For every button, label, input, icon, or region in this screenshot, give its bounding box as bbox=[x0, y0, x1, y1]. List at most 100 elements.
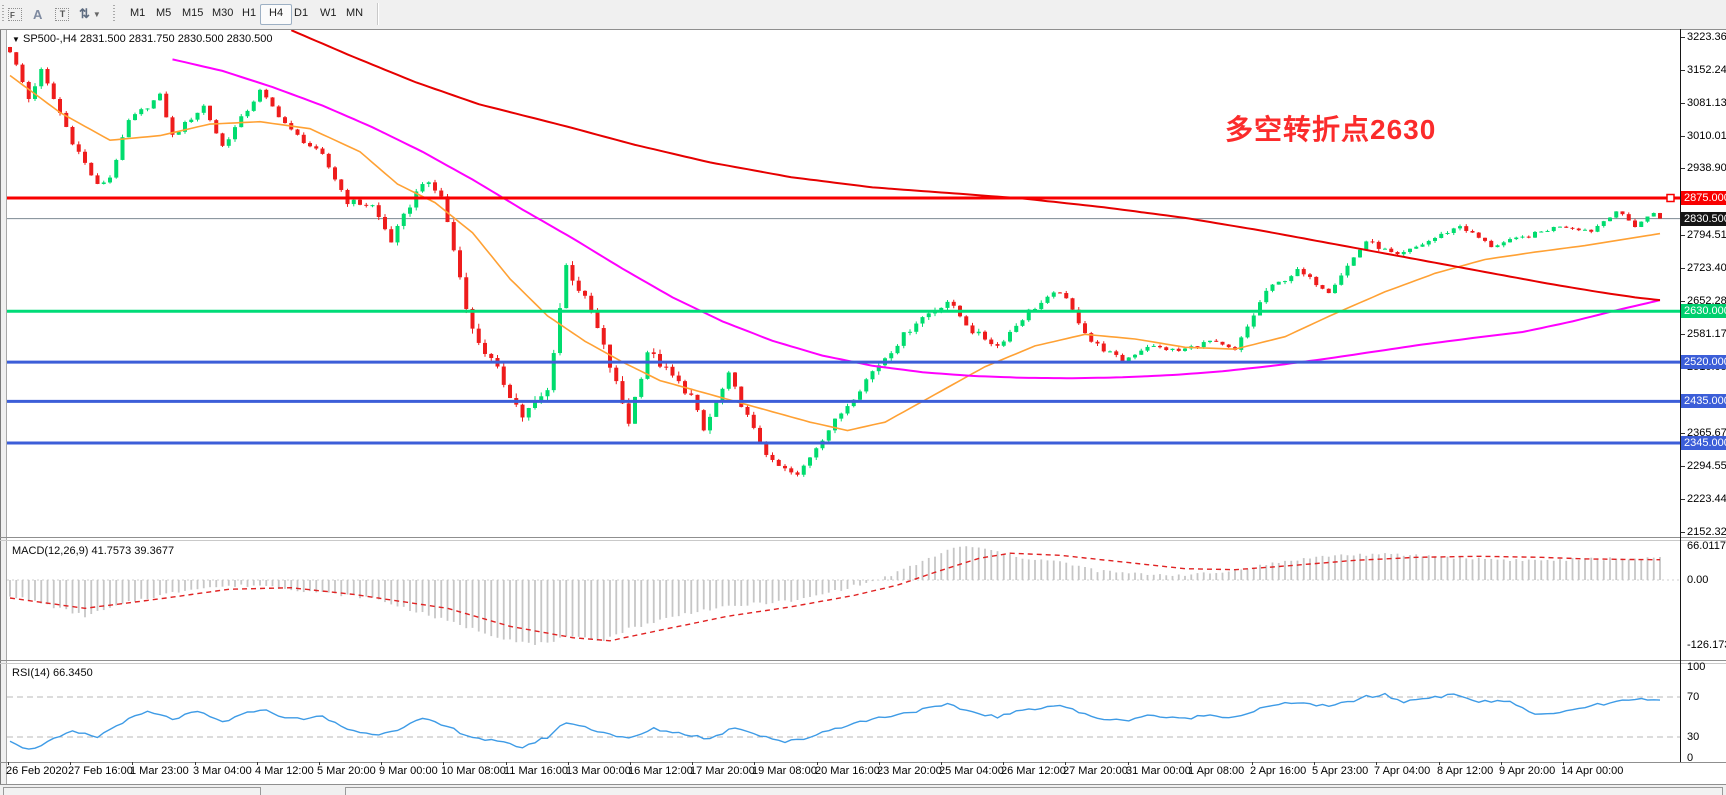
status-bar bbox=[0, 784, 1726, 795]
time-tick-label: 20 Mar 16:00 bbox=[815, 765, 880, 777]
toolbar: F A T ⇅ ▼ M1 M5 M15 M30 H1 H4 D1 W1 MN bbox=[0, 0, 1726, 30]
timeframe-button-W1[interactable]: W1 bbox=[320, 7, 337, 19]
price-tick-mark bbox=[1681, 301, 1685, 302]
time-tick-label: 5 Mar 20:00 bbox=[317, 765, 376, 777]
timeframe-button-M5[interactable]: M5 bbox=[156, 7, 172, 19]
time-tick-mark bbox=[132, 762, 133, 765]
splitter-macd-rsi[interactable] bbox=[0, 660, 1726, 661]
price-tick-label: 2223.440 bbox=[1687, 493, 1726, 505]
time-tick-label: 3 Mar 04:00 bbox=[193, 765, 252, 777]
rsi-value: 66.3450 bbox=[52, 667, 93, 679]
timeframe-button-M15[interactable]: M15 bbox=[182, 7, 204, 19]
splitter-macd-rsi-2 bbox=[0, 663, 1726, 664]
time-tick-mark bbox=[381, 762, 382, 765]
time-tick-mark bbox=[1563, 762, 1564, 765]
price-tick-label: 3223.360 bbox=[1687, 31, 1726, 43]
price-tick-mark bbox=[1681, 37, 1685, 38]
price-tick-label: 3010.015 bbox=[1687, 130, 1726, 142]
price-tag-2345.000: 2345.000 bbox=[1681, 436, 1726, 450]
rsi-name: RSI(14) bbox=[12, 667, 50, 679]
macd-label: MACD(12,26,9) 41.7573 39.3677 bbox=[12, 545, 174, 557]
price-tick-mark bbox=[1681, 466, 1685, 467]
dropdown-caret-icon[interactable]: ▼ bbox=[92, 9, 101, 19]
time-tick-label: 16 Mar 12:00 bbox=[628, 765, 693, 777]
time-tick-label: 27 Mar 20:00 bbox=[1063, 765, 1128, 777]
time-tick-label: 10 Mar 08:00 bbox=[441, 765, 506, 777]
price-tag-2830.500: 2830.500 bbox=[1681, 212, 1726, 226]
time-tick-mark bbox=[1501, 762, 1502, 765]
left-frame-line-inner bbox=[6, 29, 7, 785]
candles-layer bbox=[8, 46, 1662, 477]
toolbar-section-handle[interactable] bbox=[113, 5, 115, 23]
hline-handle-2875.000[interactable] bbox=[1666, 193, 1675, 203]
time-tick-mark bbox=[1439, 762, 1440, 765]
text-icon-glyph: A bbox=[33, 6, 43, 22]
time-tick-mark bbox=[630, 762, 631, 765]
rsi-tick-label: 0 bbox=[1687, 752, 1694, 764]
price-tick-mark bbox=[1681, 433, 1685, 434]
price-tag-2435.000: 2435.000 bbox=[1681, 394, 1726, 408]
time-tick-label: 25 Mar 04:00 bbox=[939, 765, 1004, 777]
rsi-tick-label: 70 bbox=[1687, 691, 1700, 703]
macd-name: MACD(12,26,9) bbox=[12, 545, 89, 557]
symbol-quote-line: SP500-,H4 2831.500 2831.750 2830.500 283… bbox=[22, 33, 273, 45]
time-tick-mark bbox=[195, 762, 196, 765]
price-tick-label: 2294.555 bbox=[1687, 460, 1726, 472]
left-frame-line-outer bbox=[0, 29, 1, 785]
time-tick-label: 19 Mar 08:00 bbox=[752, 765, 817, 777]
ma-mid-magenta bbox=[172, 58, 1661, 380]
time-tick-label: 2 Apr 16:00 bbox=[1250, 765, 1307, 777]
text-label-icon-glyph: T bbox=[55, 7, 69, 21]
toolbar-drag-handle[interactable] bbox=[2, 5, 4, 23]
time-tick-mark bbox=[257, 762, 258, 765]
cursor-arrows-icon[interactable]: ⇅ ▼ bbox=[79, 4, 101, 24]
time-tick-mark bbox=[879, 762, 880, 765]
timeframe-button-D1[interactable]: D1 bbox=[294, 7, 309, 19]
time-tick-label: 5 Apr 23:00 bbox=[1312, 765, 1369, 777]
timeframe-button-MN[interactable]: MN bbox=[346, 7, 364, 19]
price-tick-label: 2723.400 bbox=[1687, 262, 1726, 274]
macd-tick-label: -126.173 bbox=[1687, 639, 1726, 651]
timeframe-button-M1[interactable]: M1 bbox=[130, 7, 146, 19]
time-tick-mark bbox=[692, 762, 693, 765]
rsi-label: RSI(14) 66.3450 bbox=[12, 667, 93, 679]
rsi-panel[interactable] bbox=[7, 664, 1680, 762]
cursor-arrows-icon-glyph: ⇅ bbox=[79, 6, 90, 21]
time-tick-label: 1 Apr 08:00 bbox=[1188, 765, 1245, 777]
time-tick-mark bbox=[941, 762, 942, 765]
price-tick-mark bbox=[1681, 103, 1685, 104]
time-tick-mark bbox=[1003, 762, 1004, 765]
timeframe-button-H1[interactable]: H1 bbox=[242, 7, 257, 19]
text-label-icon[interactable]: T bbox=[55, 4, 69, 24]
chart-text-annotation[interactable]: 多空转折点2630 bbox=[1225, 114, 1437, 145]
time-tick-mark bbox=[319, 762, 320, 765]
text-icon[interactable]: A bbox=[33, 4, 42, 24]
left-frame bbox=[1, 29, 6, 785]
chart-title-bar: ▼ SP500-,H4 2831.500 2831.750 2830.500 2… bbox=[12, 33, 273, 45]
timeframe-button-M30[interactable]: M30 bbox=[212, 7, 234, 19]
rsi-tick-label: 100 bbox=[1687, 661, 1706, 673]
splitter-main-macd[interactable] bbox=[0, 537, 1726, 538]
symbol-dropdown-icon[interactable]: ▼ bbox=[12, 35, 20, 44]
time-tick-mark bbox=[443, 762, 444, 765]
time-tick-mark bbox=[754, 762, 755, 765]
chart-grid-icon[interactable]: F bbox=[8, 4, 22, 24]
macd-histogram bbox=[9, 546, 1661, 645]
price-tick-mark bbox=[1681, 136, 1685, 137]
main-chart-panel[interactable] bbox=[7, 30, 1680, 537]
time-tick-label: 31 Mar 00:00 bbox=[1126, 765, 1191, 777]
price-tag-2875.000: 2875.000 bbox=[1681, 191, 1726, 205]
time-tick-label: 9 Apr 20:00 bbox=[1499, 765, 1556, 777]
time-tick-label: 13 Mar 00:00 bbox=[566, 765, 631, 777]
macd-panel[interactable] bbox=[7, 541, 1680, 660]
price-tag-2630.000: 2630.000 bbox=[1681, 304, 1726, 318]
price-tick-label: 2794.515 bbox=[1687, 229, 1726, 241]
timeframe-button-H4[interactable]: H4 bbox=[260, 4, 293, 25]
time-tick-label: 8 Apr 12:00 bbox=[1437, 765, 1494, 777]
price-tick-label: 2581.170 bbox=[1687, 328, 1726, 340]
price-axis-line bbox=[1680, 29, 1681, 762]
chart-grid-icon-glyph: F bbox=[8, 7, 22, 21]
time-tick-mark bbox=[1252, 762, 1253, 765]
time-tick-mark bbox=[8, 762, 9, 765]
time-tick-label: 9 Mar 00:00 bbox=[379, 765, 438, 777]
